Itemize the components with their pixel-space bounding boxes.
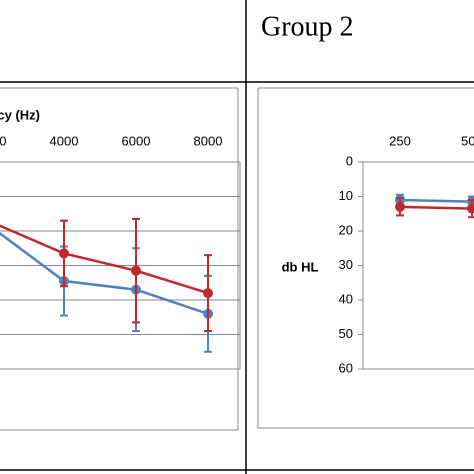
group-title: Group 2 <box>261 11 354 42</box>
data-point <box>467 203 474 214</box>
chart-frame <box>0 87 239 431</box>
x-tick-label: 6000 <box>122 133 151 148</box>
y-tick-label: 50 <box>339 326 353 341</box>
plot-area <box>0 161 241 370</box>
y-tick-label: 30 <box>339 257 353 272</box>
x-tick-label: 250 <box>389 133 411 148</box>
data-point <box>203 288 213 299</box>
x-tick-label: 2000 <box>0 133 6 148</box>
plot-area <box>362 161 474 370</box>
x-tick-label: 4000 <box>50 133 79 148</box>
data-point <box>395 201 405 212</box>
y-tick-label: 0 <box>346 153 353 168</box>
series-line <box>0 231 209 315</box>
data-point <box>131 265 141 276</box>
x-axis-label: Frequency (Hz) <box>0 107 40 122</box>
series-line <box>399 198 473 203</box>
x-tick-label: 500 <box>461 133 474 148</box>
data-point <box>59 248 69 259</box>
y-tick-label: 60 <box>339 360 353 375</box>
y-axis-label: db HL <box>282 259 319 274</box>
series-line <box>0 224 209 295</box>
y-tick-label: 20 <box>339 222 353 237</box>
y-tick-label: 10 <box>339 188 353 203</box>
chart-frame <box>257 87 474 429</box>
series-line <box>399 205 473 210</box>
y-tick-label: 40 <box>339 291 353 306</box>
x-tick-label: 8000 <box>194 133 223 148</box>
